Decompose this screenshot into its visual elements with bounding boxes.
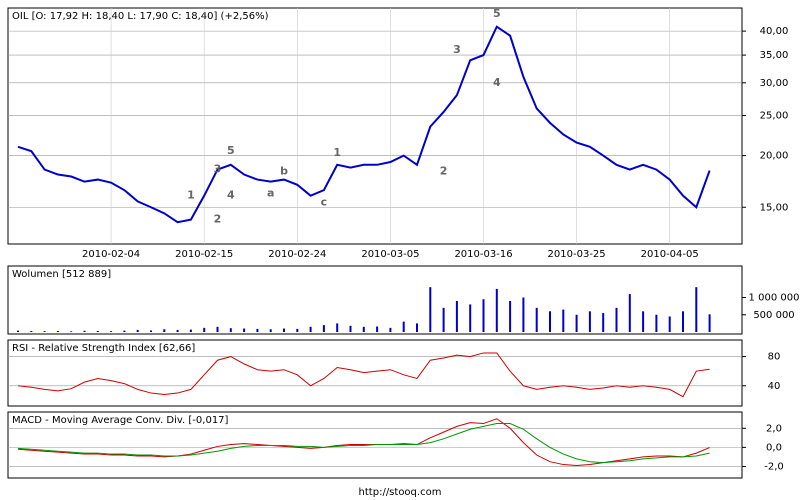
bar: [549, 311, 551, 332]
bar: [642, 311, 645, 332]
y-tick-label: 25,00: [760, 111, 789, 122]
y-tick-label: 80: [768, 352, 781, 363]
y-tick-label: 35,00: [760, 50, 789, 61]
annotation: a: [267, 186, 274, 199]
bar: [136, 329, 139, 332]
annotation: 2: [440, 165, 448, 178]
y-tick-label: 30,00: [760, 78, 789, 89]
panel-title: RSI - Relative Strength Index [62,66]: [12, 343, 195, 354]
bar: [442, 307, 445, 332]
y-tick-label: 2,0: [766, 423, 782, 434]
x-tick-label: 2010-03-16: [454, 249, 512, 260]
x-tick-label: 2010-04-05: [641, 249, 699, 260]
annotation: 3: [214, 163, 222, 176]
y-tick-label: 40,00: [760, 26, 789, 37]
bar: [256, 328, 259, 332]
panel: [7, 339, 743, 407]
series-line: [17, 423, 710, 464]
annotation: b: [280, 165, 288, 178]
y-tick-label: 15,00: [760, 202, 789, 213]
annotation: 1: [187, 189, 195, 202]
bar: [429, 287, 432, 332]
panel: [7, 265, 743, 335]
annotation: 4: [227, 189, 235, 202]
panel-title: Wolumen [512 889]: [12, 269, 111, 280]
bar: [216, 326, 219, 332]
bar: [588, 311, 591, 332]
bar: [389, 327, 392, 332]
bar: [535, 307, 538, 332]
series-line: [17, 25, 711, 224]
bar: [83, 330, 86, 332]
bar: [43, 331, 46, 332]
bar: [349, 325, 352, 332]
bar: [283, 328, 285, 332]
bar: [336, 323, 339, 332]
x-tick-label: 2010-02-04: [82, 249, 140, 260]
x-tick-label: 2010-03-05: [361, 249, 419, 260]
bar: [695, 287, 698, 332]
bar: [309, 326, 312, 332]
bar: [416, 323, 418, 332]
x-tick-label: 2010-02-15: [175, 249, 233, 260]
bar: [495, 288, 498, 332]
panel-title: MACD - Moving Average Conv. Div. [-0,017…: [12, 415, 229, 426]
bar: [455, 300, 458, 332]
x-tick-label: 2010-03-25: [548, 249, 606, 260]
bar: [17, 330, 19, 332]
footer: http://stooq.com: [359, 487, 442, 498]
annotation: 5: [227, 144, 235, 157]
y-tick-label: -2,0: [764, 461, 784, 472]
y-tick-label: 20,00: [760, 151, 789, 162]
bar: [362, 326, 365, 332]
bar: [655, 314, 658, 332]
bar: [189, 329, 192, 332]
bar: [96, 330, 99, 332]
annotation: c: [321, 196, 328, 209]
annotation: 3: [453, 43, 461, 56]
bar: [322, 325, 325, 332]
bar: [522, 297, 525, 332]
bar: [668, 316, 671, 332]
bar: [682, 311, 684, 332]
bar: [150, 330, 152, 332]
bar: [602, 313, 605, 332]
bar: [628, 294, 631, 332]
panel: [7, 7, 743, 245]
bar: [269, 329, 272, 332]
series-line: [17, 418, 710, 467]
y-tick-label: 0,0: [766, 442, 782, 453]
bar: [243, 328, 246, 332]
bar: [70, 331, 73, 332]
bar: [203, 327, 206, 332]
annotation: 4: [493, 76, 501, 89]
annotation: 1: [333, 146, 341, 159]
y-tick-label: 500 000: [753, 310, 794, 321]
x-tick-label: 2010-02-24: [268, 249, 326, 260]
annotation: 5: [493, 7, 501, 20]
panel-title: OIL [O: 17,92 H: 18,40 L: 17,90 C: 18,40…: [12, 11, 269, 22]
bar: [509, 300, 512, 332]
bar: [229, 328, 232, 332]
y-tick-label: 1 000 000: [749, 293, 800, 304]
bar: [469, 304, 472, 332]
bar: [163, 329, 166, 332]
bar: [176, 329, 179, 332]
bar: [575, 314, 578, 332]
bar: [56, 330, 59, 332]
bar: [376, 326, 379, 332]
bar: [708, 314, 711, 332]
bar: [296, 328, 299, 332]
bar: [482, 299, 485, 332]
series-line: [17, 352, 710, 398]
bar: [562, 309, 565, 332]
bar: [402, 321, 405, 332]
bar: [123, 330, 126, 332]
bar: [615, 307, 618, 332]
annotation: 2: [214, 213, 222, 226]
y-tick-label: 40: [768, 381, 781, 392]
bar: [30, 330, 33, 332]
bar: [110, 331, 113, 332]
